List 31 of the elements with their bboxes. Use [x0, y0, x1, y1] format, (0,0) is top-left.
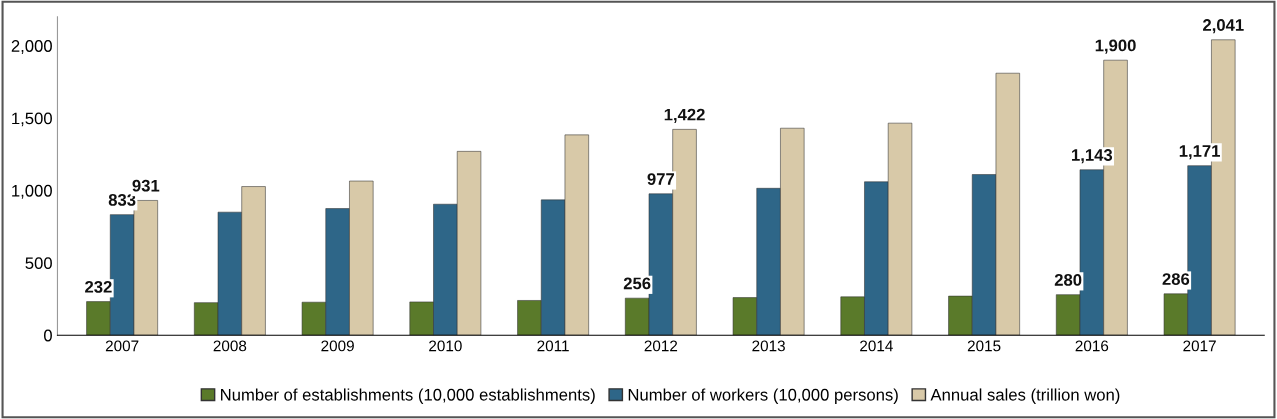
- x-tick-label: 2017: [1183, 340, 1216, 352]
- y-tick-label: 2,000: [11, 40, 52, 54]
- x-tick-label: 2016: [1075, 340, 1109, 352]
- y-tick-label: 1,500: [12, 112, 52, 127]
- x-tick-label: 2010: [429, 340, 462, 352]
- legend-label: Number of establishments (10,000 establishments): [221, 388, 595, 404]
- data-label: 931: [132, 179, 160, 192]
- data-label: 2,041: [1203, 19, 1244, 34]
- data-label: 256: [623, 277, 651, 290]
- y-tick-label: 1,000: [12, 184, 52, 199]
- x-tick-label: 2007: [105, 340, 139, 352]
- x-tick-label: 2011: [537, 340, 569, 352]
- y-tick-label: 500: [25, 257, 52, 270]
- data-label: 232: [85, 280, 112, 293]
- data-label: 1,171: [1179, 145, 1220, 160]
- data-label: 833: [108, 193, 136, 206]
- legend-label: Number of workers (10,000 persons): [628, 388, 898, 404]
- data-label: 280: [1054, 274, 1082, 286]
- data-label: 1,422: [664, 108, 705, 123]
- x-tick-label: 2013: [752, 340, 785, 352]
- x-tick-label: 2014: [860, 340, 893, 352]
- legend-label: Annual sales (trillion won): [930, 388, 1120, 404]
- data-label: 1,143: [1072, 149, 1113, 164]
- x-tick-label: 2008: [213, 340, 247, 352]
- data-label: 286: [1162, 273, 1190, 285]
- x-tick-label: 2015: [967, 340, 1001, 352]
- data-label: 1,900: [1095, 39, 1136, 54]
- y-tick-label: 0: [43, 329, 52, 342]
- data-label: 977: [647, 173, 675, 185]
- x-tick-label: 2012: [644, 340, 678, 352]
- x-tick-label: 2009: [321, 340, 354, 352]
